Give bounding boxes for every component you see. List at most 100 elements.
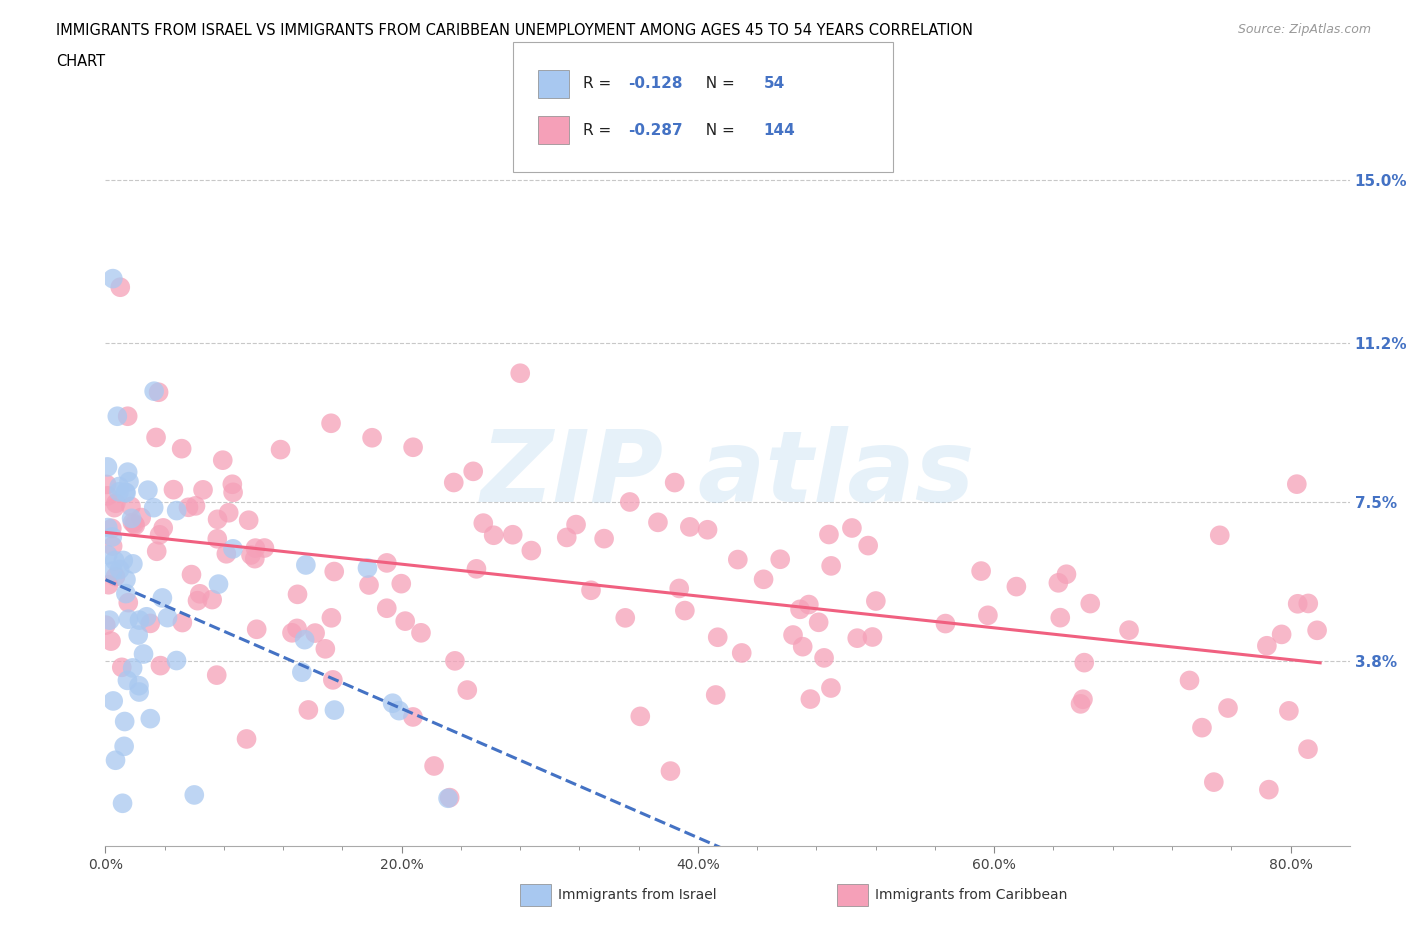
Point (97, 488, 120, 503)
Point (813, 650, 835, 665)
Point (128, 678, 150, 693)
Point (148, 385, 170, 400)
Point (128, 613, 150, 628)
Point (679, 520, 702, 535)
Point (439, 790, 461, 805)
Point (1047, 576, 1070, 591)
Point (769, 551, 792, 566)
Point (1005, 579, 1028, 594)
Point (240, 548, 263, 563)
Point (101, 538, 124, 553)
Point (465, 562, 488, 577)
Point (149, 527, 172, 542)
Point (104, 569, 127, 584)
Point (211, 453, 233, 468)
Point (238, 512, 260, 527)
Point (1049, 610, 1071, 625)
Point (1271, 627, 1294, 642)
Point (841, 521, 863, 536)
Point (614, 610, 637, 625)
Point (96, 477, 118, 492)
Point (668, 581, 690, 596)
Text: -0.128: -0.128 (628, 76, 683, 91)
Point (145, 430, 167, 445)
Point (1070, 697, 1092, 711)
Point (1278, 703, 1301, 718)
Point (114, 485, 136, 499)
Point (807, 615, 830, 630)
Point (1078, 596, 1101, 611)
Point (402, 440, 425, 455)
Point (673, 604, 696, 618)
Point (121, 515, 143, 530)
Point (191, 483, 214, 498)
Text: ZIP atlas: ZIP atlas (481, 426, 974, 523)
Point (97, 548, 120, 563)
Text: Source: ZipAtlas.com: Source: ZipAtlas.com (1237, 23, 1371, 36)
Point (1118, 623, 1140, 638)
Point (509, 365, 531, 380)
Point (389, 577, 412, 591)
Point (437, 790, 460, 805)
Point (184, 498, 207, 513)
Point (323, 703, 346, 718)
Point (789, 602, 811, 617)
Point (201, 592, 224, 607)
Point (104, 752, 127, 767)
Point (235, 732, 257, 747)
Point (1296, 596, 1319, 611)
Point (170, 441, 193, 456)
Point (820, 558, 842, 573)
Point (152, 521, 174, 536)
Point (243, 551, 266, 566)
Point (502, 527, 524, 542)
Point (135, 609, 157, 624)
Point (270, 442, 292, 457)
Point (388, 703, 411, 718)
Point (117, 612, 139, 627)
Point (862, 630, 884, 644)
Point (1191, 720, 1213, 735)
Point (104, 496, 127, 511)
Point (1073, 656, 1095, 671)
Point (322, 672, 344, 687)
Text: R =: R = (583, 123, 617, 138)
Point (143, 384, 166, 399)
Point (555, 530, 578, 545)
Point (659, 764, 682, 778)
Point (752, 572, 775, 587)
Point (101, 521, 124, 536)
Point (281, 625, 304, 640)
Text: N =: N = (696, 76, 740, 91)
Point (115, 485, 138, 500)
Point (103, 694, 125, 709)
Point (357, 578, 380, 592)
Point (183, 788, 205, 803)
Point (1216, 700, 1239, 715)
Point (112, 739, 135, 754)
Point (108, 485, 131, 499)
Point (1202, 775, 1225, 790)
Point (704, 687, 727, 702)
Point (142, 500, 165, 515)
Point (117, 673, 139, 688)
Point (285, 621, 308, 636)
Point (1257, 782, 1279, 797)
Point (207, 512, 229, 526)
Point (696, 523, 718, 538)
Text: 144: 144 (763, 123, 796, 138)
Point (162, 483, 184, 498)
Point (1296, 742, 1319, 757)
Point (117, 465, 139, 480)
Point (321, 610, 343, 625)
Point (706, 630, 728, 644)
Point (423, 759, 446, 774)
Point (520, 543, 543, 558)
Point (323, 565, 346, 579)
Point (118, 474, 141, 489)
Point (977, 608, 1000, 623)
Point (108, 479, 131, 494)
Point (1209, 528, 1232, 543)
Point (111, 796, 134, 811)
Point (799, 692, 821, 707)
